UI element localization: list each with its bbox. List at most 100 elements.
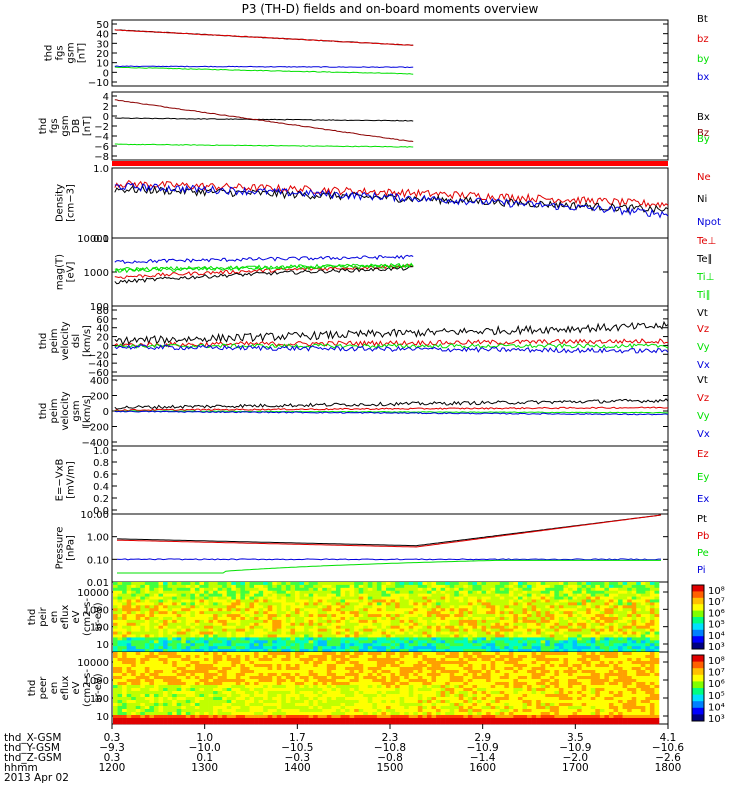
heatmap-cell [386, 593, 391, 597]
heatmap-cell [176, 637, 182, 641]
heatmap-cell [381, 682, 387, 686]
heatmap-cell [299, 617, 305, 621]
heatmap-cell [231, 652, 237, 656]
heatmap-cell [499, 649, 505, 653]
heatmap-cell [454, 608, 460, 612]
heatmap-cell [531, 611, 537, 615]
heatmap-cell [622, 587, 628, 592]
heatmap-cell [445, 582, 450, 586]
heatmap-cell [217, 682, 223, 686]
heatmap-cell [481, 685, 487, 689]
heatmap-cell [126, 691, 132, 695]
heatmap-cell [281, 593, 287, 597]
heatmap-cell [113, 682, 118, 686]
heatmap-cell [645, 628, 651, 632]
heatmap-cell [281, 584, 287, 589]
heatmap-cell [645, 596, 651, 600]
heatmap-cell [649, 625, 655, 629]
heatmap-cell [345, 649, 350, 653]
heatmap-cell [622, 646, 628, 650]
heatmap-cell [254, 584, 259, 589]
heatmap-cell [517, 640, 523, 644]
heatmap-cell [472, 691, 478, 695]
heatmap-cell [326, 673, 332, 677]
heatmap-cell [636, 652, 642, 656]
y-tick-label: 0.01 [87, 578, 109, 589]
heatmap-cell [153, 614, 159, 618]
heatmap-cell [640, 676, 646, 680]
heatmap-cell [481, 602, 487, 606]
heatmap-cell [204, 605, 209, 609]
y-axis-label-line: E=−VxB [55, 459, 66, 502]
heatmap-cell [517, 605, 523, 609]
heatmap-cell [413, 667, 419, 671]
heatmap-cell [340, 676, 346, 680]
heatmap-cell [345, 673, 350, 677]
heatmap-cell [522, 622, 528, 627]
heatmap-cell [140, 673, 146, 677]
heatmap-cell [163, 605, 168, 609]
heatmap-cell [436, 611, 441, 615]
heatmap-cell [149, 631, 155, 635]
heatmap-cell [185, 599, 191, 603]
colorbar-segment [692, 585, 704, 592]
heatmap-cell [622, 685, 628, 689]
heatmap-cell [399, 634, 405, 638]
heatmap-cell [176, 640, 182, 644]
heatmap-cell [572, 688, 578, 692]
heatmap-cell [163, 593, 168, 597]
heatmap-cell [263, 631, 268, 635]
heatmap-cell [636, 688, 642, 692]
heatmap-cell [436, 688, 441, 692]
heatmap-cell [449, 667, 455, 671]
heatmap-cell [176, 673, 182, 677]
heatmap-cell [149, 599, 155, 603]
heatmap-cell [172, 602, 177, 606]
heatmap-cell [536, 640, 541, 644]
heatmap-cell [640, 664, 646, 668]
heatmap-cell [131, 649, 137, 653]
heatmap-cell [290, 599, 296, 603]
heatmap-cell [386, 605, 391, 609]
heatmap-cell [599, 655, 605, 659]
heatmap-cell [513, 643, 519, 647]
heatmap-cell [295, 602, 300, 606]
heatmap-cell [263, 694, 268, 698]
heatmap-cell [135, 649, 141, 653]
heatmap-cell [376, 617, 382, 621]
heatmap-cell [595, 634, 601, 638]
heatmap-cell [349, 611, 355, 615]
heatmap-cell [499, 619, 505, 624]
heatmap-cell [140, 670, 146, 674]
heatmap-cell [654, 605, 660, 609]
heatmap-cell [340, 584, 346, 589]
heatmap-cell [558, 643, 564, 647]
heatmap-cell [135, 611, 141, 615]
heatmap-cell [554, 587, 560, 592]
heatmap-cell [572, 646, 578, 650]
heatmap-cell [608, 637, 614, 641]
heatmap-cell [244, 676, 250, 680]
heatmap-cell [335, 619, 341, 624]
heatmap-cell [313, 608, 319, 612]
heatmap-cell [254, 664, 259, 668]
heatmap-cell [163, 640, 168, 644]
heatmap-cell [276, 649, 282, 653]
heatmap-cell [167, 619, 173, 624]
heatmap-cell [467, 614, 473, 618]
heatmap-cell [640, 596, 646, 600]
heatmap-cell [231, 688, 237, 692]
heatmap-cell [181, 646, 187, 650]
heatmap-cell [490, 599, 496, 603]
heatmap-cell [640, 602, 646, 606]
heatmap-cell [440, 646, 446, 650]
heatmap-cell [167, 643, 173, 647]
colorbar-frame [691, 584, 705, 650]
heatmap-cell [190, 685, 196, 689]
heatmap-cell [240, 602, 246, 606]
heatmap-cell [426, 611, 432, 615]
heatmap-cell [527, 637, 532, 641]
heatmap-cell [299, 673, 305, 677]
heatmap-cell [317, 602, 323, 606]
